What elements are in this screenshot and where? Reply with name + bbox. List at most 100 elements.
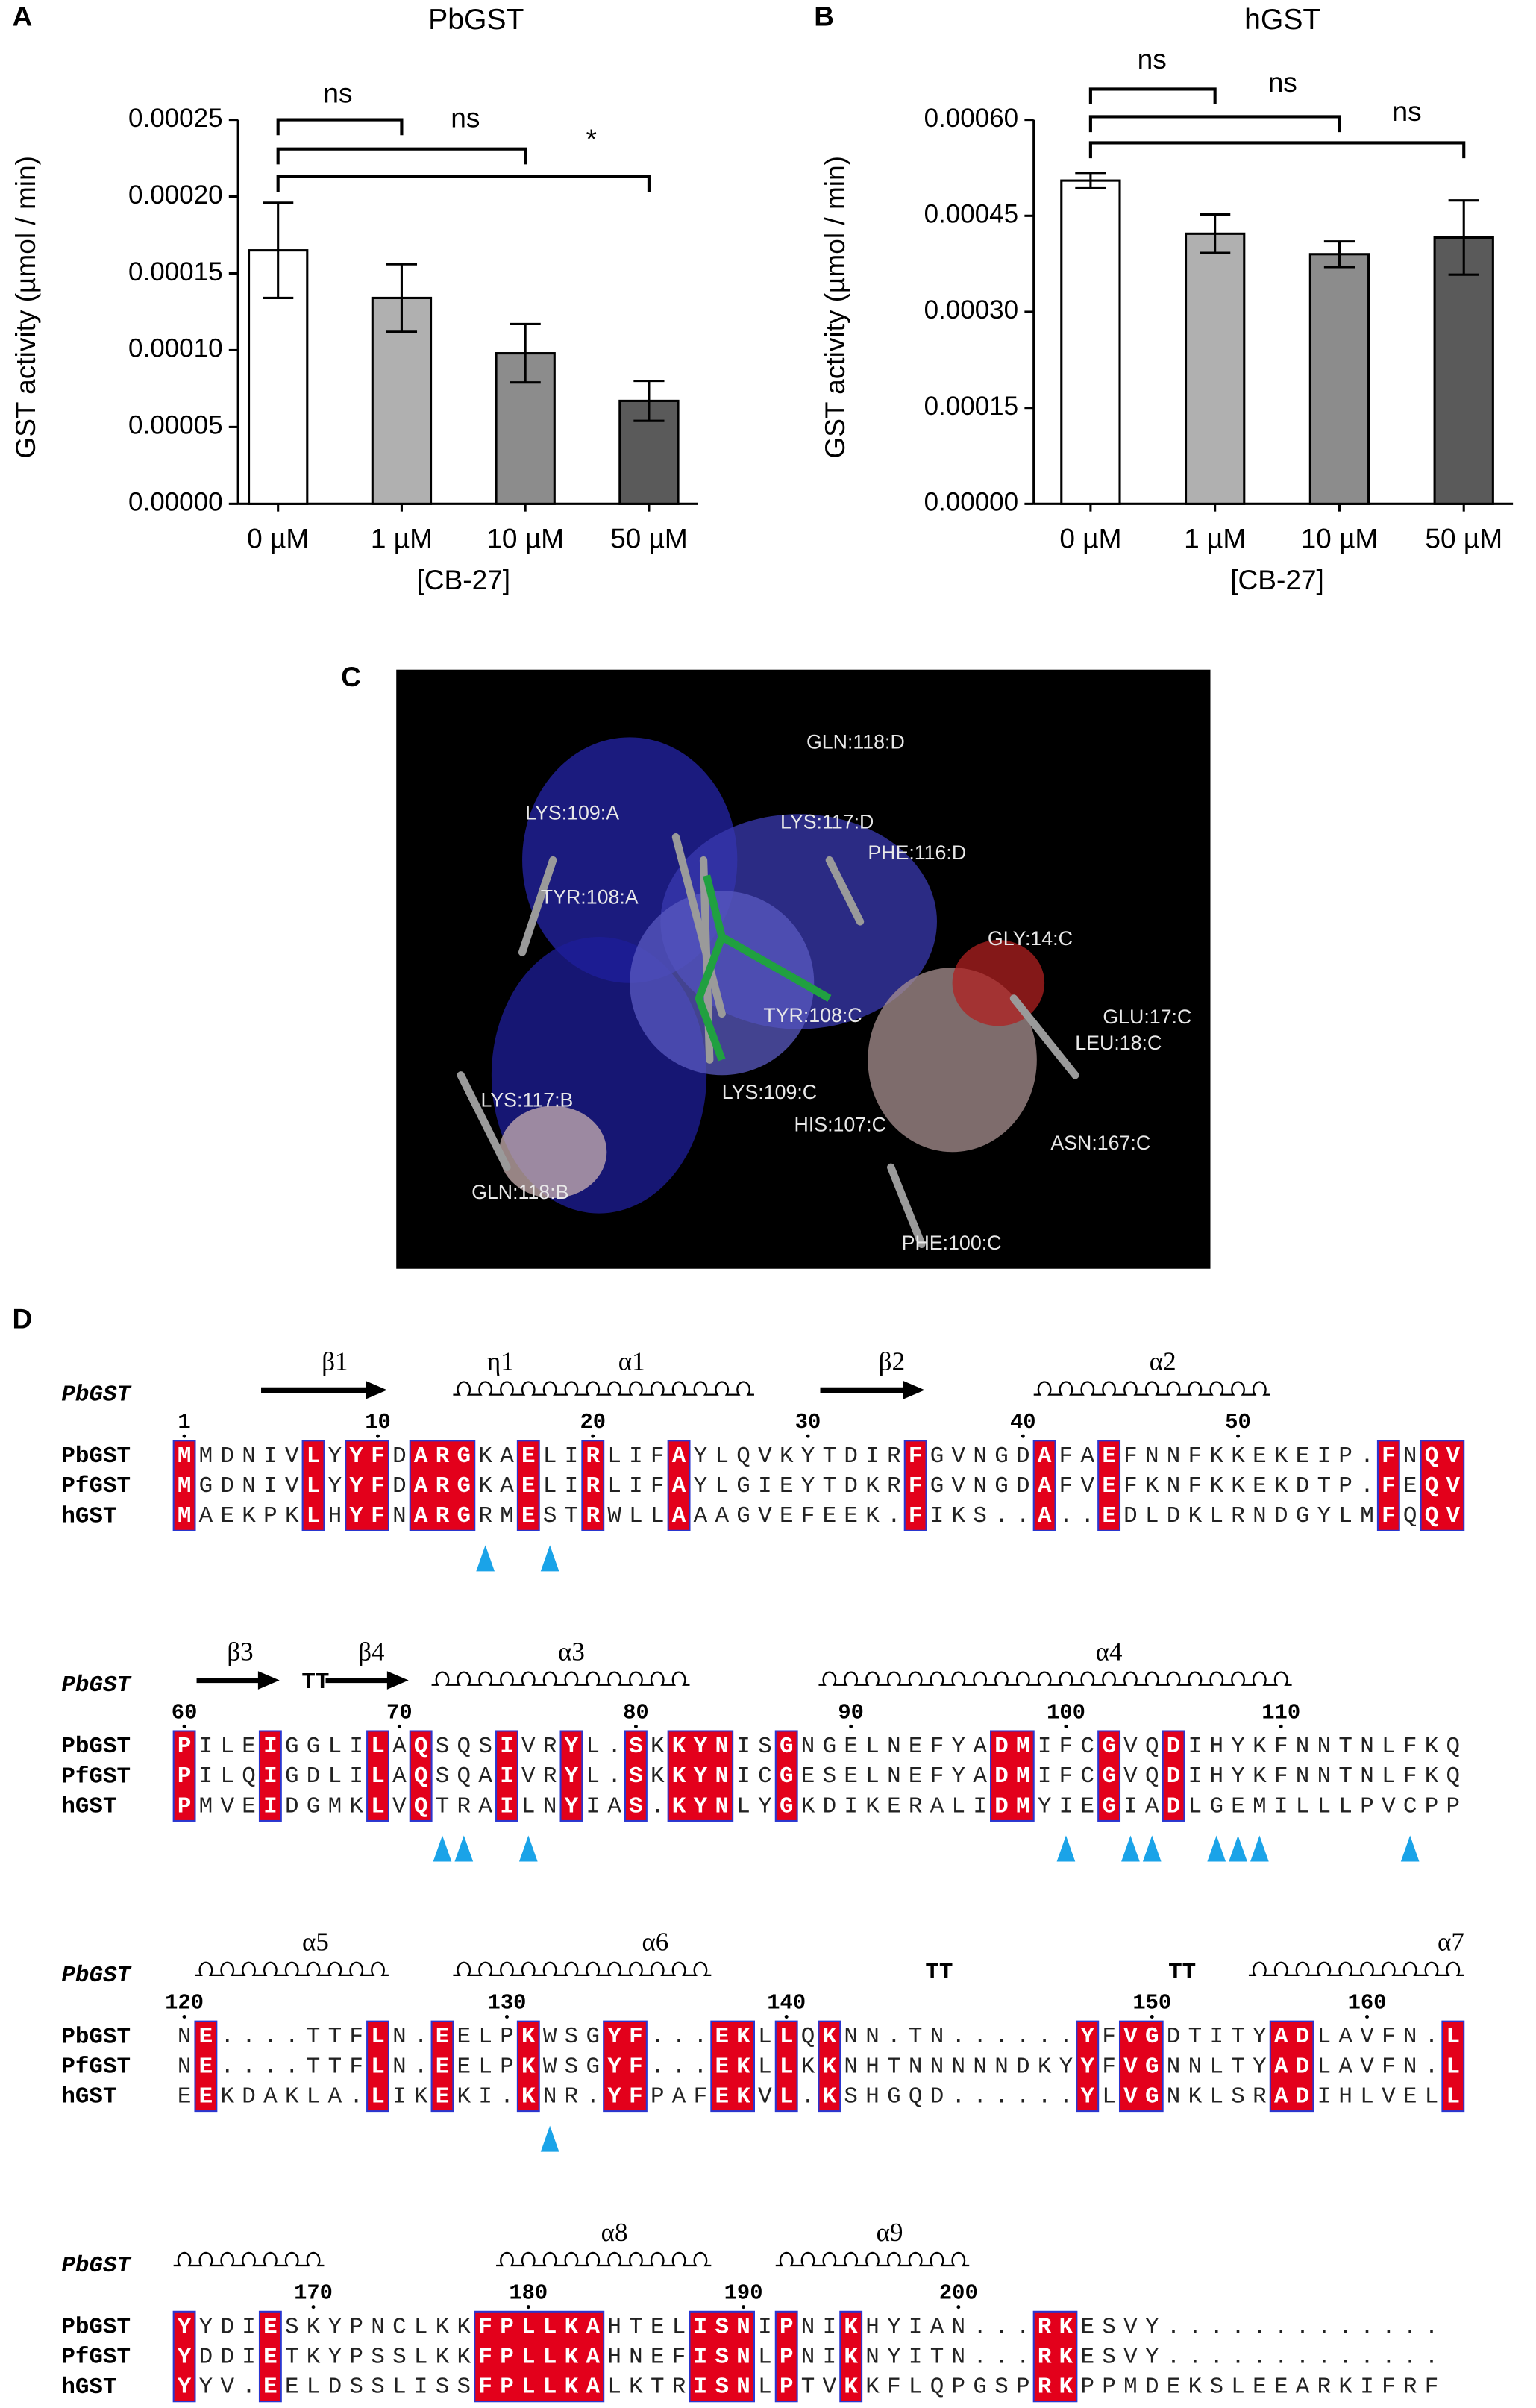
residue: N: [801, 2315, 815, 2341]
residue: K: [865, 1794, 880, 1820]
bar: [1060, 179, 1121, 505]
residue: F: [349, 2024, 363, 2050]
residue: I: [629, 1443, 643, 1470]
residue-number-dot: [526, 2305, 530, 2310]
residue: K: [565, 2345, 579, 2371]
residue: R: [543, 1734, 557, 1760]
residue: V: [1123, 2084, 1138, 2110]
residue: V: [285, 1473, 299, 1499]
strand-head: [903, 1381, 925, 1399]
residue: F: [1059, 1763, 1073, 1790]
residue: H: [865, 2054, 880, 2081]
residue: E: [909, 1763, 923, 1790]
residue: S: [629, 1794, 643, 1820]
residue: I: [1038, 1763, 1052, 1790]
residue: I: [586, 1794, 601, 1820]
reference-label: PbGST: [61, 2253, 131, 2279]
residue: I: [909, 2345, 923, 2371]
residue: Y: [887, 2315, 901, 2341]
identity-box: [409, 1730, 433, 1822]
residue: A: [973, 1763, 987, 1790]
y-tick-label: 0.00000: [924, 488, 1019, 517]
residue: V: [1382, 1794, 1396, 1820]
residue: L: [414, 2315, 428, 2341]
residue: Y: [328, 2345, 342, 2371]
stick: [1009, 994, 1079, 1079]
residue: E: [242, 1794, 256, 1820]
residue: N: [629, 2345, 643, 2371]
residue-number-dot: [1236, 1434, 1241, 1438]
residue: Q: [736, 1443, 750, 1470]
residue: .: [1274, 2345, 1288, 2371]
identity-box: [774, 1730, 798, 1822]
residue: H: [1209, 1734, 1223, 1760]
residue: .: [1338, 2345, 1352, 2371]
residue: Y: [952, 1734, 966, 1760]
helix: [195, 1961, 389, 1977]
residue: N: [973, 1473, 987, 1499]
helix: [560, 1381, 754, 1396]
residue: K: [307, 2345, 321, 2371]
residue: N: [543, 2084, 557, 2110]
residue: L: [780, 2084, 794, 2110]
residue: L: [220, 1734, 234, 1760]
residue: N: [1317, 1734, 1332, 1760]
residue: A: [414, 1503, 428, 1529]
residue: L: [1209, 2054, 1223, 2081]
residue: .: [1167, 2345, 1181, 2371]
residue: N: [1167, 1443, 1181, 1470]
residue: I: [242, 2345, 256, 2371]
residue: I: [823, 2315, 837, 2341]
residue: A: [930, 2315, 944, 2341]
residue-label: LEU:18:C: [1075, 1032, 1162, 1054]
identity-box: [1420, 1440, 1465, 1531]
residue-label: PHE:100:C: [902, 1232, 1002, 1254]
residue: W: [543, 2024, 557, 2050]
residue: .: [1167, 2315, 1181, 2341]
residue: G: [736, 1503, 750, 1529]
bar: [1185, 232, 1246, 505]
surface-blob: [630, 891, 815, 1076]
y-tick-label: 0.00010: [128, 334, 223, 363]
identity-box: [409, 1440, 476, 1531]
residue: L: [607, 1473, 621, 1499]
residue: .: [586, 2084, 601, 2110]
residue: V: [1123, 1734, 1138, 1760]
residue: P: [780, 2374, 794, 2401]
residue: D: [1296, 2084, 1310, 2110]
residue: K: [349, 1794, 363, 1820]
residue: A: [607, 1794, 621, 1820]
residue: L: [478, 2024, 492, 2050]
residue: D: [844, 1443, 858, 1470]
residue: I: [263, 1734, 278, 1760]
residue: R: [478, 1503, 492, 1529]
residue: G: [285, 1763, 299, 1790]
residue: K: [736, 2024, 750, 2050]
residue: I: [1317, 2084, 1332, 2110]
residue: K: [736, 2084, 750, 2110]
residue: Y: [1081, 2054, 1095, 2081]
residue: .: [994, 1503, 1009, 1529]
residue: K: [1253, 1734, 1267, 1760]
residue: T: [307, 2054, 321, 2081]
residue: E: [521, 1473, 536, 1499]
residue: E: [909, 1734, 923, 1760]
residue: .: [1188, 2315, 1203, 2341]
residue: K: [1059, 2345, 1073, 2371]
residue: L: [672, 2315, 686, 2341]
residue-number-dot: [1365, 2014, 1369, 2019]
residue: F: [1274, 1763, 1288, 1790]
residue: N: [392, 2024, 407, 2050]
residue: L: [521, 2374, 536, 2401]
residue: L: [1382, 1763, 1396, 1790]
residue: P: [1446, 1794, 1461, 1820]
residue: D: [242, 2084, 256, 2110]
residue: L: [543, 1473, 557, 1499]
residue: D: [844, 1473, 858, 1499]
residue: K: [844, 2315, 858, 2341]
sequence-name: PbGST: [61, 1734, 131, 1760]
residue: .: [651, 2054, 665, 2081]
structure-label: β1: [322, 1346, 348, 1376]
residue: .: [1209, 2345, 1223, 2371]
residue: P: [1016, 2374, 1030, 2401]
